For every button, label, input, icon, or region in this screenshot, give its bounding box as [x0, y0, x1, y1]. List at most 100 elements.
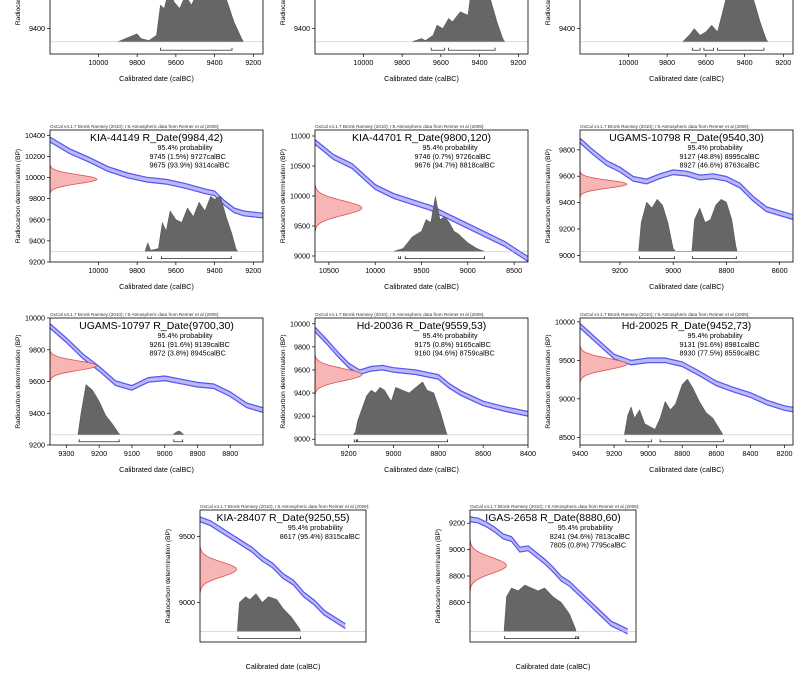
y-tick-label: 9000 [559, 251, 575, 260]
range-bracket [625, 439, 652, 443]
radiocarbon-distribution [50, 164, 98, 194]
probability-label: 95.4% probability [422, 331, 478, 340]
y-axis-label: Radiocarbon determination (BP) [280, 0, 287, 25]
x-tick-label: 9200 [91, 449, 107, 458]
plot-frame [314, 317, 529, 446]
posterior-distribution [352, 381, 448, 436]
probability-range: 9131 (91.6%) 8981calBC [679, 340, 759, 349]
y-axis-label: Radiocarbon determination (BP) [545, 149, 552, 243]
x-tick-label: 9000 [640, 449, 656, 458]
probability-label: 95.4% probability [288, 523, 344, 532]
probability-range: 9746 (0.7%) 9726calBC [414, 152, 490, 161]
range-bracket [398, 256, 401, 260]
range-bracket [160, 256, 232, 260]
plot-area [580, 322, 793, 443]
x-tick-label: 9400 [472, 58, 488, 67]
x-tick-label: 9000 [665, 266, 681, 275]
y-tick-label: 9600 [29, 215, 45, 224]
radiocarbon-distribution [470, 540, 507, 592]
calibration-panel: OxCal v4.1.7 Bronk Ramsey (2010); r:5 At… [535, 120, 797, 300]
calibration-curve-upper [50, 323, 263, 409]
x-tick-label: 8600 [475, 449, 491, 458]
calibration-curve-upper [580, 137, 793, 216]
range-bracket [659, 439, 724, 443]
range-bracket [504, 636, 577, 640]
y-tick-label: 9500 [294, 222, 310, 231]
y-axis-label: Radiocarbon determination (BP) [15, 334, 22, 428]
x-tick-label: 10500 [319, 266, 339, 275]
probability-label: 95.4% probability [687, 331, 743, 340]
x-tick-label: 8800 [718, 266, 734, 275]
plot-frame [49, 129, 264, 263]
y-tick-label: 9400 [559, 198, 575, 207]
y-tick-label: 9000 [294, 252, 310, 261]
x-tick-label: 8800 [222, 449, 238, 458]
probability-range: 9160 (94.6%) 8759calBC [414, 349, 494, 358]
calibration-curve-upper [315, 139, 528, 258]
oxcal-header: OxCal v4.1.7 Bronk Ramsey (2010); r:5 At… [580, 124, 750, 129]
x-axis-label: Calibrated date (calBC) [119, 282, 194, 291]
y-tick-label: 10000 [25, 173, 45, 182]
calibration-panel: OxCal v4.1.7 Bronk Ramsey (2010); r:5 At… [535, 308, 797, 483]
y-axis-label: Radiocarbon determination (BP) [280, 149, 287, 243]
y-tick-label: 9200 [294, 412, 310, 421]
x-tick-label: 8600 [772, 266, 788, 275]
x-tick-label: 9100 [124, 449, 140, 458]
calibration-curve-upper [315, 326, 528, 413]
y-tick-label: 9000 [179, 598, 195, 607]
y-tick-label: 10000 [25, 314, 45, 323]
y-axis-label: Radiocarbon determination (BP) [280, 334, 287, 428]
x-tick-label: 9400 [572, 449, 588, 458]
range-bracket [357, 439, 448, 443]
plot-area [580, 137, 793, 260]
plot-frame [579, 129, 794, 263]
calibration-plot: OxCal v4.1.7 Bronk Ramsey (2010); r:5 At… [545, 124, 794, 291]
posterior-distribution [237, 593, 301, 632]
probability-range: 8241 (94.6%) 7813calBC [550, 532, 630, 541]
x-tick-label: 8900 [189, 449, 205, 458]
probability-label: 95.4% probability [157, 143, 213, 152]
sample-title: UGAMS-10798 R_Date(9540,30) [609, 132, 764, 144]
plot-area [315, 0, 528, 51]
sample-title: IGAS-2658 R_Date(8880,60) [485, 512, 620, 524]
calibration-panel: OxCal v4.1.7 Bronk Ramsey (2010); r:5 At… [535, 0, 797, 92]
probability-range: 9676 (94.7%) 8818calBC [414, 161, 494, 170]
y-tick-label: 10000 [555, 317, 575, 326]
range-bracket [173, 439, 184, 443]
range-bracket [576, 636, 580, 640]
calibration-curve-lower [50, 327, 263, 413]
y-tick-label: 9600 [294, 365, 310, 374]
y-tick-label: 9600 [559, 172, 575, 181]
x-tick-label: 9800 [659, 58, 675, 67]
probability-range: 9675 (93.9%) 9314calBC [149, 161, 229, 170]
calibration-plot: OxCal v4.1.7 Bronk Ramsey (2010); r:5 At… [545, 0, 794, 83]
x-axis-label: Calibrated date (calBC) [384, 282, 459, 291]
probability-label: 95.4% probability [422, 143, 478, 152]
y-tick-label: 9500 [559, 356, 575, 365]
calibration-plot: OxCal v4.1.7 Bronk Ramsey (2010); r:5 At… [435, 504, 640, 671]
sample-title: Hd-20025 R_Date(9452,73) [622, 320, 752, 332]
x-tick-label: 9800 [129, 58, 145, 67]
y-axis-label: Radiocarbon determination (BP) [165, 529, 172, 623]
x-tick-label: 9000 [385, 449, 401, 458]
range-bracket [448, 47, 496, 51]
y-tick-label: 10200 [25, 152, 45, 161]
oxcal-header: OxCal v4.1.7 Bronk Ramsey (2010); r:5 At… [200, 504, 370, 509]
y-tick-label: 8500 [559, 433, 575, 442]
posterior-distribution [144, 195, 239, 252]
y-tick-label: 9200 [29, 258, 45, 267]
x-axis-label: Calibrated date (calBC) [384, 74, 459, 83]
y-tick-label: 9400 [29, 409, 45, 418]
x-tick-label: 9600 [168, 58, 184, 67]
sample-title: UGAMS-10797 R_Date(9700,30) [79, 320, 234, 332]
posterior-distribution [503, 584, 577, 632]
y-tick-label: 9200 [449, 519, 465, 528]
oxcal-header: OxCal v4.1.7 Bronk Ramsey (2010); r:5 At… [315, 124, 485, 129]
x-tick-label: 10000 [88, 58, 108, 67]
x-tick-label: 9200 [612, 266, 628, 275]
plot-frame [49, 0, 264, 55]
x-tick-label: 9200 [341, 449, 357, 458]
y-tick-label: 9400 [29, 24, 45, 33]
y-tick-label: 8600 [449, 598, 465, 607]
radiocarbon-distribution [315, 184, 363, 232]
